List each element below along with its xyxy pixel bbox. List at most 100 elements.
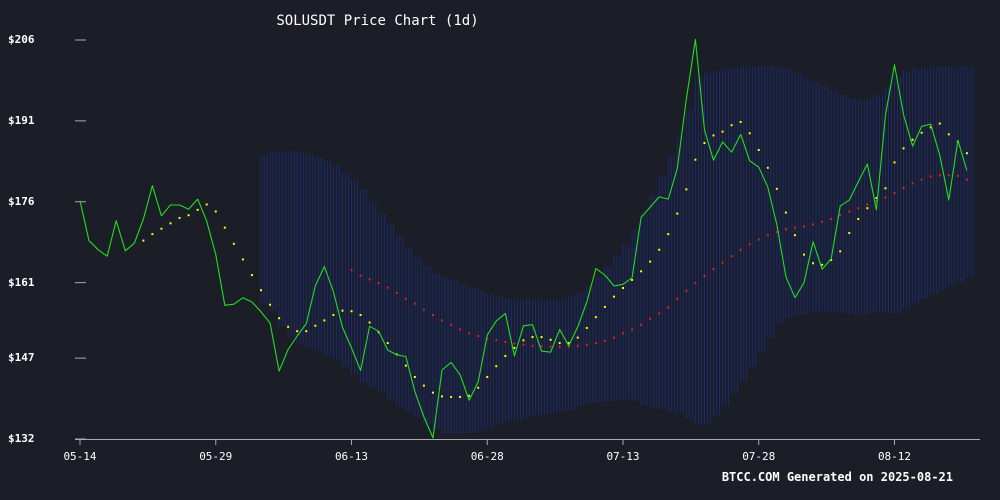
psar-point: [558, 342, 561, 345]
ma-point: [821, 220, 824, 223]
psar-point: [332, 313, 335, 316]
psar-point: [857, 218, 860, 221]
psar-point: [694, 158, 697, 161]
x-tick-label: 05-29: [199, 450, 233, 463]
psar-point: [775, 187, 778, 190]
ma-point: [730, 255, 733, 258]
ma-point: [839, 214, 842, 217]
ma-point: [929, 175, 932, 178]
ma-point: [450, 323, 453, 326]
psar-point: [622, 287, 624, 290]
price-series: [79, 38, 968, 439]
ma-point: [911, 182, 914, 185]
psar-point: [431, 391, 434, 394]
ma-point: [413, 302, 416, 305]
ma-point: [486, 337, 489, 340]
psar-point: [241, 258, 244, 261]
ma-point: [938, 174, 941, 177]
ma-point: [350, 269, 353, 272]
y-tick-label: $147: [8, 351, 35, 365]
psar-point: [676, 212, 679, 215]
psar-point: [368, 321, 371, 324]
psar-point: [730, 124, 733, 127]
ma-point: [612, 336, 615, 339]
ma-point: [676, 297, 679, 300]
psar-point: [350, 310, 353, 313]
psar-point: [793, 234, 796, 237]
ma-point: [422, 308, 425, 311]
ma-point: [685, 289, 688, 292]
psar-point: [504, 354, 507, 357]
ma-point: [386, 286, 389, 289]
psar-point: [721, 130, 724, 133]
psar-point: [341, 309, 344, 312]
parabolic-sar-series: [142, 120, 968, 398]
psar-point: [531, 336, 534, 339]
moving-average-series: [350, 174, 968, 348]
psar-point: [323, 319, 326, 322]
ma-point: [848, 210, 851, 213]
x-tick-label: 06-13: [334, 450, 369, 463]
psar-point: [305, 330, 308, 333]
ma-point: [712, 268, 715, 271]
psar-point: [938, 122, 941, 125]
ma-point: [441, 319, 443, 322]
psar-point: [178, 216, 181, 219]
psar-point: [866, 207, 869, 210]
psar-point: [386, 342, 389, 345]
ma-point: [585, 343, 588, 346]
x-tick-label: 05-14: [63, 450, 97, 463]
psar-point: [839, 250, 842, 253]
psar-point: [214, 210, 217, 213]
ma-point: [830, 218, 833, 221]
psar-point: [631, 278, 634, 281]
psar-point: [612, 295, 615, 298]
psar-point: [911, 138, 914, 141]
ma-point: [649, 317, 652, 320]
y-tick-label: $191: [8, 113, 35, 127]
ma-point: [757, 238, 760, 241]
psar-point: [576, 336, 579, 339]
psar-point: [766, 166, 769, 169]
ma-point: [920, 178, 923, 181]
psar-point: [513, 346, 516, 349]
y-tick-label: $132: [8, 432, 35, 445]
x-tick-label: 07-28: [742, 450, 776, 463]
psar-point: [875, 196, 878, 199]
chart-title: SOLUSDT Price Chart (1d): [276, 13, 479, 29]
psar-point: [821, 263, 824, 266]
ma-point: [522, 343, 525, 346]
ma-point: [703, 275, 706, 278]
ma-point: [857, 207, 860, 210]
psar-point: [712, 134, 715, 137]
psar-point: [296, 330, 299, 333]
psar-point: [893, 161, 896, 164]
ma-point: [359, 274, 362, 277]
psar-point: [549, 338, 552, 341]
psar-point: [169, 222, 172, 225]
ma-point: [631, 328, 634, 331]
ma-point: [721, 261, 724, 264]
psar-point: [884, 187, 887, 190]
psar-point: [495, 365, 498, 368]
y-tick-label: $176: [8, 194, 35, 208]
ma-point: [694, 282, 697, 285]
psar-point: [359, 313, 362, 316]
psar-point: [486, 375, 489, 378]
ma-point: [893, 192, 896, 195]
psar-point: [459, 395, 462, 398]
psar-point: [223, 226, 226, 229]
psar-point: [250, 274, 253, 277]
ma-point: [558, 345, 561, 348]
psar-point: [540, 336, 543, 339]
psar-point: [585, 326, 588, 329]
ma-point: [477, 335, 480, 338]
price-line: [79, 38, 968, 439]
psar-point: [422, 384, 425, 387]
psar-point: [739, 120, 742, 123]
ma-point: [812, 223, 815, 226]
psar-point: [151, 233, 154, 236]
ma-point: [404, 297, 407, 300]
chart-axes: [75, 39, 980, 445]
chart-footer: BTCC.COM Generated on 2025-08-21: [721, 470, 953, 484]
